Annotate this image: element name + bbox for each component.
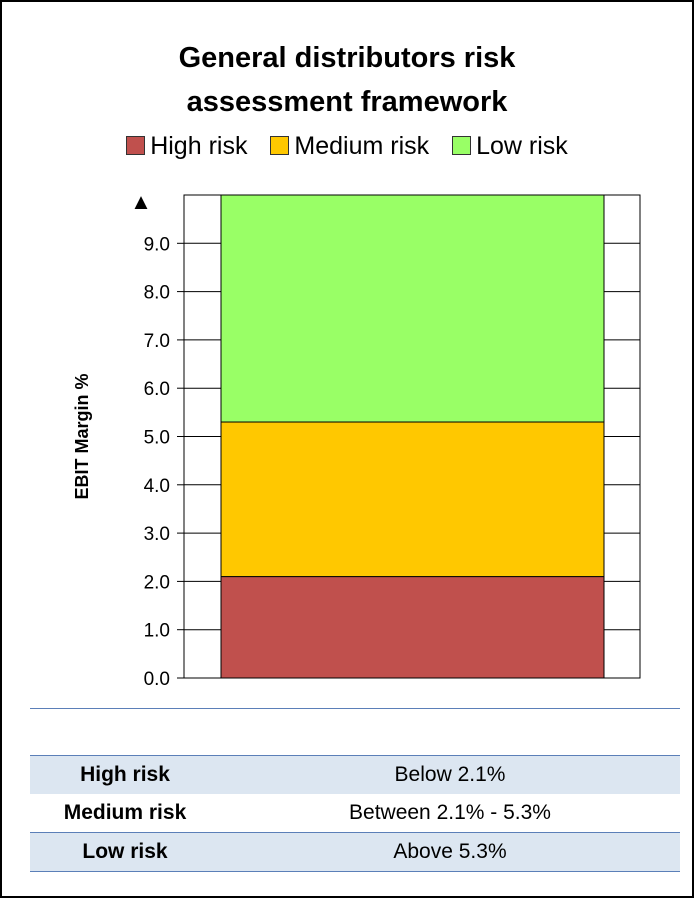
legend-label-medium-risk: Medium risk — [294, 132, 430, 160]
table-row-high-risk: High risk Below 2.1% — [30, 755, 680, 794]
y-tick-label: 7.0 — [144, 331, 170, 352]
table-row-medium-risk: Medium risk Between 2.1% - 5.3% — [30, 794, 680, 832]
table-cell-range: Below 2.1% — [394, 763, 506, 786]
chart-title-line-2: assessment framework — [186, 86, 508, 118]
legend-swatch-high-risk — [126, 136, 146, 155]
y-tick-label: 3.0 — [144, 524, 170, 545]
legend-label-high-risk: High risk — [150, 132, 248, 160]
legend-item-medium-risk: Medium risk — [270, 132, 429, 161]
table-row-low-risk: Low risk Above 5.3% — [30, 832, 680, 871]
y-tick-label: 6.0 — [144, 379, 170, 400]
separator-line — [30, 708, 680, 709]
bar-segment-medium-risk — [220, 421, 605, 578]
bar-segment-high-risk — [220, 576, 605, 679]
legend-item-low-risk: Low risk — [452, 132, 568, 161]
legend: High risk Medium risk Low risk — [0, 132, 694, 161]
legend-swatch-medium-risk — [270, 136, 290, 155]
legend-swatch-low-risk — [452, 136, 472, 155]
chart-title-line-1: General distributors risk — [178, 42, 516, 74]
risk-table: High risk Below 2.1% Medium risk Between… — [30, 755, 680, 872]
y-tick-label: 2.0 — [144, 572, 170, 593]
table-cell-label: Medium risk — [63, 801, 187, 824]
table-cell-range: Between 2.1% - 5.3% — [349, 801, 551, 824]
y-tick-label: 0.0 — [144, 669, 170, 690]
y-axis-arrow-marker: ▲ — [130, 189, 152, 214]
y-tick-label: 5.0 — [144, 428, 170, 449]
y-tick-label: 8.0 — [144, 283, 170, 304]
table-cell-range: Above 5.3% — [393, 840, 507, 863]
legend-label-low-risk: Low risk — [476, 132, 568, 160]
y-axis-label: EBIT Margin % — [72, 373, 92, 499]
table-cell-label: High risk — [80, 763, 170, 786]
legend-item-high-risk: High risk — [126, 132, 247, 161]
y-tick-label: 4.0 — [144, 476, 170, 497]
plot-area-border — [183, 194, 641, 679]
bar-segment-low-risk — [220, 194, 605, 423]
chart-title: General distributors risk assessment fra… — [0, 36, 694, 124]
y-tick-label: 1.0 — [144, 621, 170, 642]
table-cell-label: Low risk — [82, 840, 168, 863]
y-tick-label: 9.0 — [144, 234, 170, 255]
